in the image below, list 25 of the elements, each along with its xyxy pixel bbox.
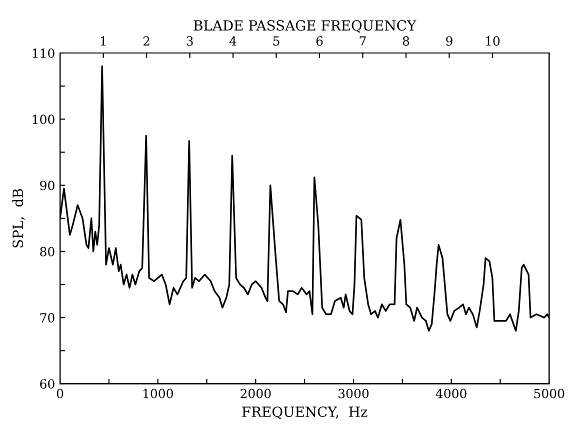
y-tick-label: 70 — [40, 313, 54, 323]
x-tick-label: 1000 — [143, 388, 173, 398]
x-tick-label: 0 — [56, 388, 64, 398]
x2-tick-label: 9 — [446, 36, 452, 46]
x2-tick-label: 1 — [100, 36, 106, 46]
y-tick-label: 80 — [40, 246, 54, 256]
y-tick-label: 90 — [40, 180, 54, 190]
y-tick-label: 110 — [32, 48, 54, 58]
y-tick-label: 100 — [32, 114, 54, 124]
x-axis-title: FREQUENCY, Hz — [242, 406, 368, 420]
x2-tick-label: 8 — [402, 36, 410, 46]
x2-tick-label: 6 — [316, 36, 323, 46]
x-tick-label: 4000 — [436, 388, 466, 398]
x2-tick-label: 5 — [273, 36, 280, 46]
x2-tick-label: 2 — [143, 36, 150, 46]
x2-tick-label: 10 — [486, 36, 500, 46]
y-tick-label: 60 — [40, 379, 54, 389]
x2-axis-title: BLADE PASSAGE FREQUENCY — [194, 20, 416, 33]
x2-tick-label: 7 — [360, 36, 366, 46]
x-tick-label: 2000 — [240, 388, 271, 398]
x2-tick-label: 4 — [229, 36, 236, 46]
x-tick-label: 3000 — [338, 388, 369, 398]
x2-tick-label: 3 — [186, 36, 193, 46]
y-axis-title: SPL, dB — [12, 188, 25, 248]
x-tick-label: 5000 — [534, 388, 564, 398]
